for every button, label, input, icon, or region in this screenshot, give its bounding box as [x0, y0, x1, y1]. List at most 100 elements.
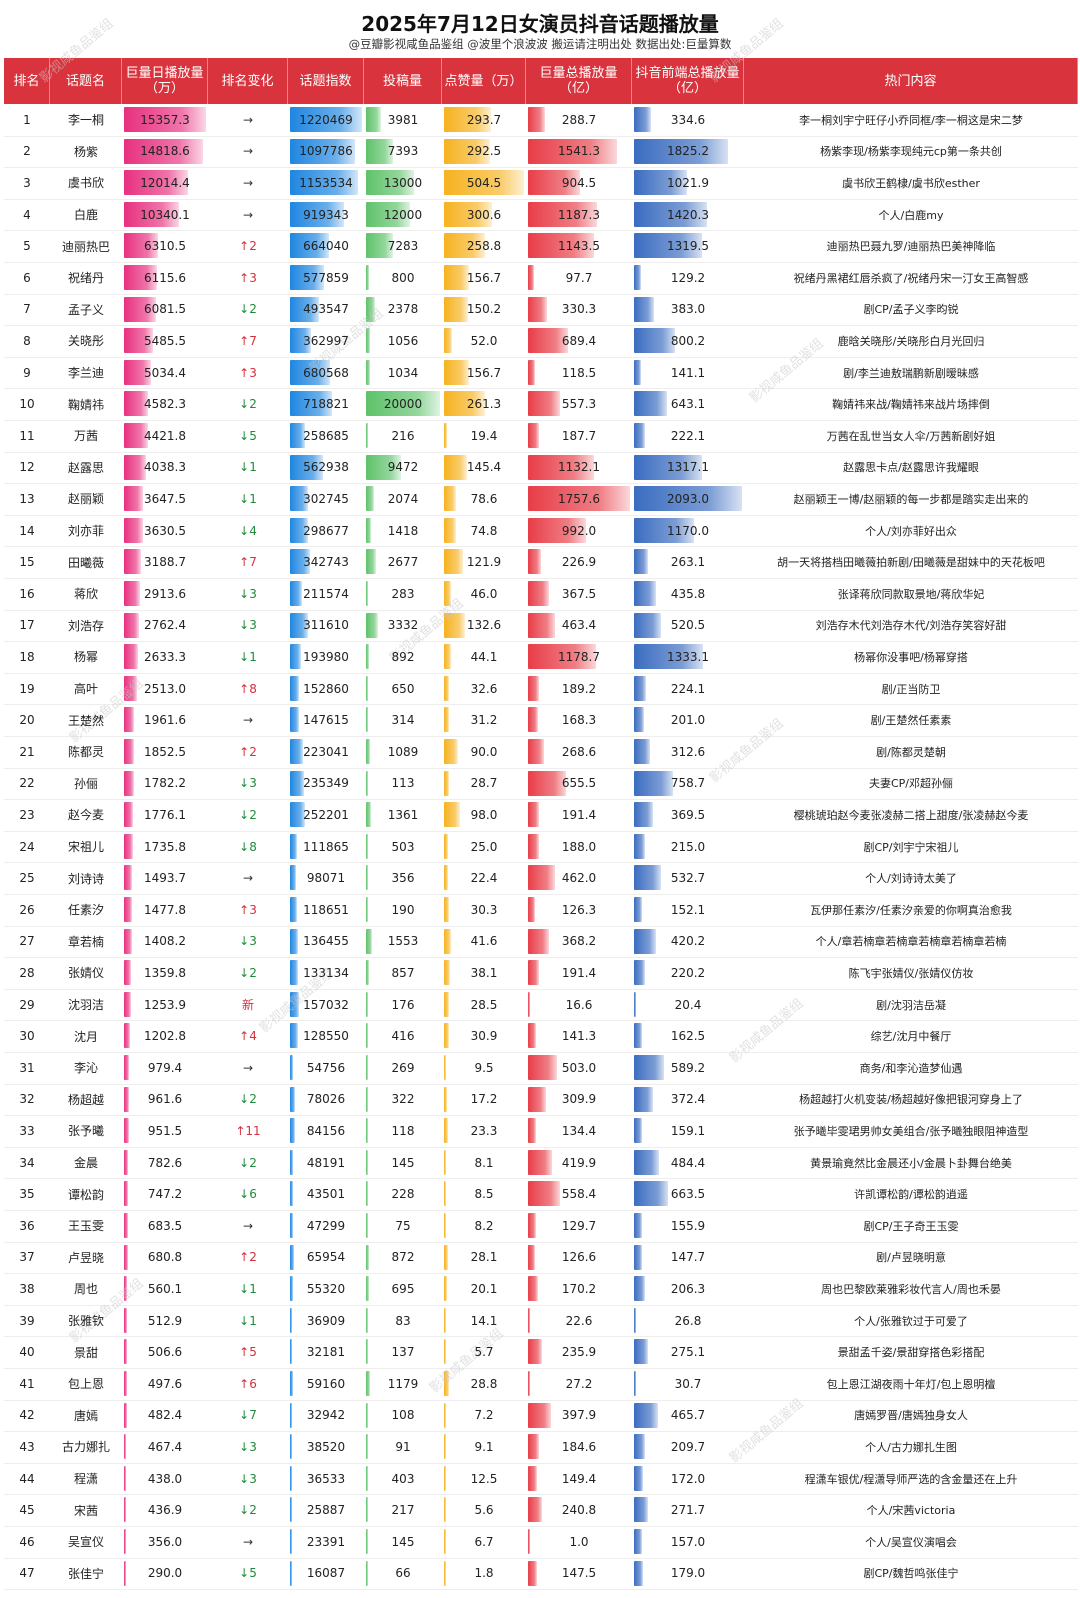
bar-index	[290, 328, 312, 354]
bar-posts	[366, 1307, 368, 1333]
cell-rank-col: 16	[4, 578, 50, 610]
bar-likes	[444, 1118, 448, 1144]
bar-total	[528, 802, 540, 828]
cell-likes-col: 74.8	[442, 515, 526, 547]
cell-name-col: 王楚然	[50, 704, 122, 736]
cell-front-col: 159.1	[632, 1115, 744, 1147]
cell-rank-col: 35	[4, 1178, 50, 1210]
bar-daily	[124, 1023, 131, 1049]
bar-posts	[366, 1402, 368, 1428]
value-rank: 27	[19, 934, 35, 949]
cell-total-col: 992.0	[526, 515, 632, 547]
bar-posts	[366, 960, 370, 986]
cell-hot-col: 万茜在乱世当女人伞/万茜新剧好姐	[744, 420, 1078, 452]
cell-index-col: 223041	[288, 736, 364, 768]
table-row: 2 杨紫 14818.6 → 1097786 7393 292.5 1541.3 1825.2 杨…	[4, 136, 1078, 169]
cell-daily-col: 1359.8	[122, 957, 208, 989]
cell-name-col: 宋茜	[50, 1494, 122, 1526]
bar-front	[634, 1055, 665, 1080]
cell-posts-col: 12000	[364, 199, 442, 231]
cell-likes-col: 5.6	[442, 1494, 526, 1526]
cell-total-col: 188.0	[526, 831, 632, 863]
cell-posts-col: 503	[364, 831, 442, 863]
cell-front-col: 275.1	[632, 1336, 744, 1368]
value-index: 59160	[306, 1376, 346, 1391]
value-likes: 25.0	[470, 839, 498, 854]
cell-front-col: 26.8	[632, 1305, 744, 1337]
cell-hot-col: 剧/李兰迪敖瑞鹏新剧暧昧感	[744, 357, 1078, 389]
cell-rank-col: 15	[4, 546, 50, 578]
value-likes: 74.8	[470, 523, 498, 538]
table-row: 29 沈羽洁 1253.9 新 157032 176 28.5 16.6 20.4 剧/沈羽洁岳凝	[4, 989, 1078, 1022]
bar-posts	[366, 928, 372, 954]
value-name: 唐嫣	[73, 1408, 98, 1423]
cell-name-col: 万茜	[50, 420, 122, 452]
cell-rank-col: 5	[4, 230, 50, 262]
cell-hot-col: 唐嫣罗晋/唐嫣独身女人	[744, 1400, 1078, 1432]
value-daily: 1782.2	[144, 776, 186, 791]
cell-daily-col: 4038.3	[122, 452, 208, 484]
cell-daily-col: 2913.6	[122, 578, 208, 610]
value-likes: 46.0	[470, 586, 498, 601]
value-rank: 8	[23, 333, 31, 348]
cell-daily-col: 15357.3	[122, 104, 208, 136]
cell-front-col: 157.0	[632, 1526, 744, 1558]
value-index: 311610	[303, 618, 349, 633]
value-hot: 剧CP/魏哲鸣张佳宁	[863, 1567, 959, 1581]
cell-daily-col: 4582.3	[122, 388, 208, 420]
cell-change-col: ↓2	[208, 1084, 288, 1116]
value-name: 鞠婧祎	[67, 397, 104, 412]
cell-index-col: 55320	[288, 1273, 364, 1305]
bar-likes	[444, 170, 524, 196]
cell-total-col: 463.4	[526, 610, 632, 642]
value-front: 663.5	[670, 1187, 706, 1202]
cell-name-col: 沈羽洁	[50, 989, 122, 1021]
value-hot: 剧/卢昱晓明意	[876, 1251, 946, 1265]
value-posts: 1553	[387, 934, 419, 949]
cell-total-col: 1541.3	[526, 136, 632, 168]
value-total: 191.4	[561, 807, 597, 822]
cell-posts-col: 145	[364, 1147, 442, 1179]
value-daily: 782.6	[147, 1155, 183, 1170]
cell-daily-col: 1852.5	[122, 736, 208, 768]
bar-index	[290, 265, 325, 290]
cell-front-col: 1021.9	[632, 167, 744, 199]
value-index: 223041	[303, 744, 349, 759]
cell-daily-col: 6310.5	[122, 230, 208, 262]
cell-name-col: 迪丽热巴	[50, 230, 122, 262]
bar-likes	[444, 486, 457, 512]
cell-index-col: 25887	[288, 1494, 364, 1526]
value-rank: 40	[19, 1345, 35, 1360]
cell-total-col: 126.6	[526, 1242, 632, 1274]
cell-likes-col: 504.5	[442, 167, 526, 199]
bar-front	[634, 549, 648, 575]
value-front: 201.0	[670, 713, 706, 728]
cell-front-col: 1317.1	[632, 452, 744, 484]
cell-hot-col: 杨幂你没事吧/杨幂穿搭	[744, 641, 1078, 673]
value-posts: 145	[391, 1534, 415, 1549]
bar-likes	[444, 517, 456, 543]
cell-hot-col: 商务/和李沁造梦仙遇	[744, 1052, 1078, 1084]
value-posts: 75	[395, 1218, 411, 1233]
value-front: 1021.9	[667, 175, 709, 190]
bar-total	[528, 581, 550, 606]
cell-hot-col: 综艺/沈月中餐厅	[744, 1020, 1078, 1052]
value-total: 141.3	[561, 1029, 597, 1044]
bar-posts	[366, 359, 370, 385]
cell-change-col: ↓2	[208, 388, 288, 420]
cell-name-col: 赵丽颖	[50, 483, 122, 515]
cell-hot-col: 剧/王楚然任素素	[744, 704, 1078, 736]
cell-total-col: 268.6	[526, 736, 632, 768]
value-total: 1132.1	[558, 460, 600, 475]
cell-total-col: 191.4	[526, 957, 632, 989]
value-likes: 121.9	[466, 555, 502, 570]
cell-rank-col: 17	[4, 610, 50, 642]
cell-daily-col: 3188.7	[122, 546, 208, 578]
cell-index-col: 147615	[288, 704, 364, 736]
value-daily: 497.6	[147, 1376, 183, 1391]
cell-front-col: 520.5	[632, 610, 744, 642]
bar-index	[290, 739, 304, 764]
value-name: 沈月	[73, 1029, 98, 1044]
bar-front	[634, 1560, 644, 1586]
cell-index-col: 311610	[288, 610, 364, 642]
